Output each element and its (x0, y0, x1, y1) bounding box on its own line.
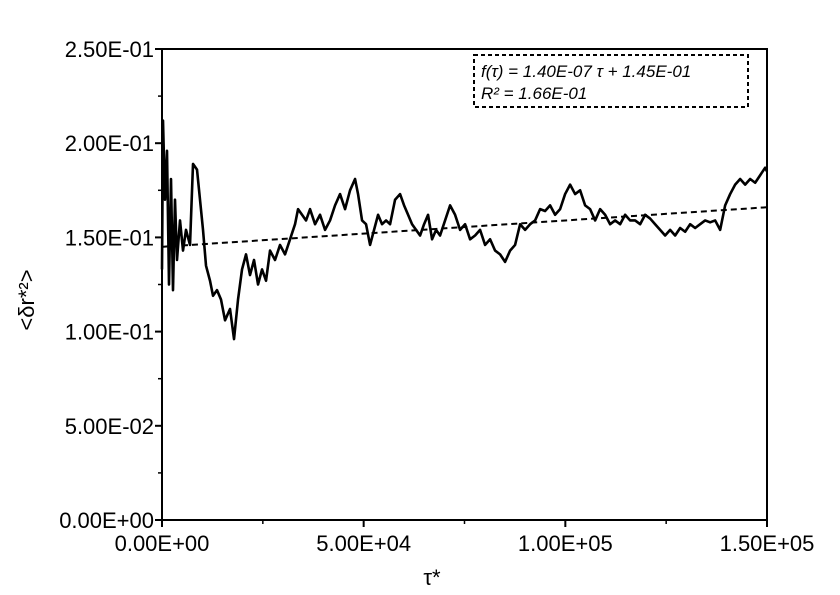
y-tick-label: 5.00E-02 (65, 414, 154, 439)
x-tick-label: 1.00E+05 (518, 531, 613, 556)
y-axis-title: <δr*²> (14, 269, 39, 330)
x-tick-label: 1.50E+05 (720, 531, 815, 556)
trend-line (161, 206, 768, 248)
x-tick-label: 0.00E+00 (115, 531, 210, 556)
annotation-box (473, 54, 749, 108)
y-tick-label: 0.00E+00 (59, 508, 154, 533)
y-tick-label: 2.50E-01 (65, 37, 154, 62)
fit-r-squared: R² = 1.66E-01 (481, 84, 587, 103)
y-tick-label: 2.00E-01 (65, 131, 154, 156)
y-tick-label: 1.50E-01 (65, 225, 154, 250)
fit-equation: f(τ) = 1.40E-07 τ + 1.45E-01 (481, 62, 691, 81)
y-tick-label: 1.00E-01 (65, 320, 154, 345)
x-axis-title: τ* (423, 565, 441, 590)
x-tick-label: 5.00E+04 (316, 531, 411, 556)
plot-frame (161, 48, 768, 521)
data-line (160, 119, 769, 341)
